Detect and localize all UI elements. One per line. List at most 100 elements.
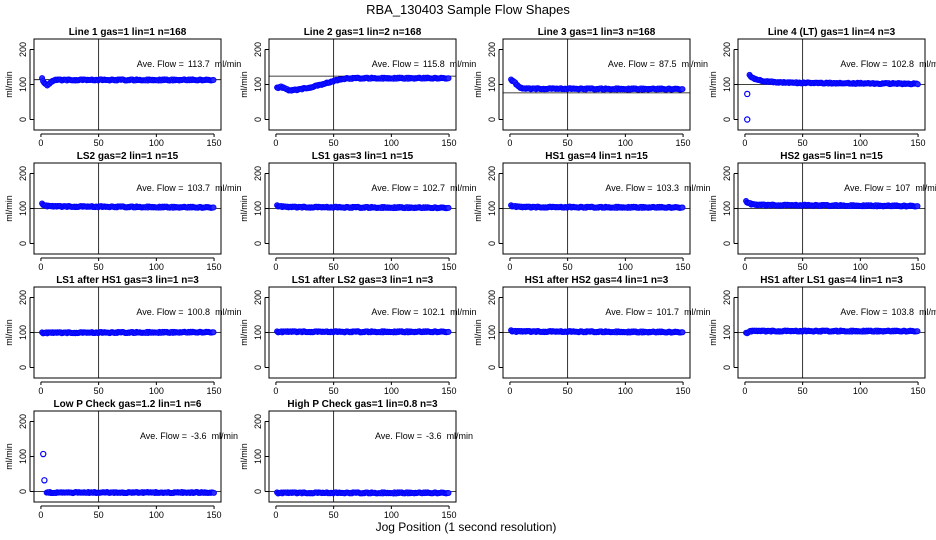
y-tick-label: 100: [487, 77, 497, 92]
data-point: [445, 204, 452, 211]
y-axis-label: ml/min: [4, 319, 14, 346]
x-tick-label: 0: [273, 262, 278, 272]
x-tick-label: 100: [618, 138, 633, 148]
panel-11: HS1 after HS2 gas=4 lin=1 n=3 0 100 200 0 50 1…: [473, 275, 711, 396]
panel-title: Line 3 gas=1 lin=3 n=168: [538, 27, 656, 38]
y-axis-label: ml/min: [239, 71, 249, 98]
y-tick-label: 100: [487, 201, 497, 216]
x-tick-label: 0: [38, 510, 43, 520]
data-point: [210, 204, 217, 211]
x-tick-label: 50: [563, 386, 573, 396]
y-axis-label: ml/min: [4, 71, 14, 98]
panel-2: Line 2 gas=1 lin=2 n=168 0 100 200 0 50 100 150…: [239, 27, 476, 148]
panel-14: High P Check gas=1 lin=0.8 n=3 0 100 200 0 50…: [239, 399, 473, 520]
x-tick-label: 50: [94, 510, 104, 520]
y-tick-label: 0: [18, 241, 28, 246]
x-tick-label: 150: [676, 138, 691, 148]
ave-flow-unit: ml/min: [919, 307, 936, 317]
x-tick-label: 150: [676, 386, 691, 396]
y-tick-label: 0: [253, 241, 263, 246]
ave-flow-prefix: Ave. Flow =: [605, 307, 652, 317]
x-tick-label: 0: [507, 262, 512, 272]
ave-flow-annotation: Ave. Flow = 103.7 ml/min: [136, 183, 241, 193]
panel-title: LS1 gas=3 lin=1 n=15: [312, 151, 414, 162]
y-tick-label: 0: [487, 365, 497, 370]
panel-title: HS2 gas=5 lin=1 n=15: [780, 151, 883, 162]
y-axis-label: ml/min: [239, 195, 249, 222]
y-tick-label: 0: [722, 241, 732, 246]
x-tick-label: 150: [207, 386, 222, 396]
y-tick-label: 0: [487, 241, 497, 246]
panel-10: LS1 after LS2 gas=3 lin=1 n=3 0 100 200 0 50 1…: [239, 275, 477, 396]
panel-5: LS2 gas=2 lin=1 n=15 0 100 200 0 50 100 150 ml/m…: [4, 151, 242, 272]
panel-4: Line 4 (LT) gas=1 lin=4 n=3 0 100 200 0 50 100…: [708, 27, 936, 148]
data-points: [274, 202, 452, 212]
ave-flow-prefix: Ave. Flow =: [375, 431, 422, 441]
y-axis-label: ml/min: [239, 443, 249, 470]
y-tick-label: 100: [18, 449, 28, 464]
panel-13: Low P Check gas=1.2 lin=1 n=6 0 100 200 0 50 1…: [4, 399, 238, 520]
x-tick-label: 150: [911, 138, 926, 148]
data-point: [914, 203, 921, 210]
ave-flow-value: 102.7: [423, 183, 446, 193]
y-tick-label: 100: [487, 325, 497, 340]
panel-title: HS1 after LS1 gas=4 lin=1 n=3: [760, 275, 903, 286]
y-axis-label: ml/min: [473, 195, 483, 222]
ave-flow-unit: ml/min: [450, 307, 477, 317]
ave-flow-unit: ml/min: [684, 183, 711, 193]
ave-flow-unit: ml/min: [915, 183, 936, 193]
y-tick-label: 100: [253, 449, 263, 464]
panel-12: HS1 after LS1 gas=4 lin=1 n=3 0 100 200 0 50 1…: [708, 275, 936, 396]
y-tick-label: 0: [18, 365, 28, 370]
y-tick-label: 200: [18, 290, 28, 305]
y-tick-label: 200: [18, 414, 28, 429]
ave-flow-annotation: Ave. Flow = 87.5 ml/min: [608, 59, 708, 69]
ave-flow-unit: ml/min: [684, 307, 711, 317]
y-axis-label: ml/min: [473, 71, 483, 98]
data-point: [445, 328, 452, 335]
ave-flow-value: -3.6: [426, 431, 442, 441]
x-tick-label: 150: [442, 262, 457, 272]
data-points: [274, 74, 452, 94]
y-tick-label: 200: [253, 166, 263, 181]
panel-8: HS2 gas=5 lin=1 n=15 0 100 200 0 50 100 150 ml/m…: [708, 151, 936, 272]
y-tick-label: 100: [722, 325, 732, 340]
x-tick-label: 150: [911, 262, 926, 272]
panel-title: HS1 after HS2 gas=4 lin=1 n=3: [525, 275, 669, 286]
x-tick-label: 150: [442, 510, 457, 520]
data-point: [210, 329, 217, 336]
x-tick-label: 0: [38, 262, 43, 272]
y-tick-label: 200: [487, 290, 497, 305]
data-points: [39, 328, 217, 337]
ave-flow-unit: ml/min: [215, 59, 242, 69]
x-tick-label: 100: [384, 510, 399, 520]
panel-6: LS1 gas=3 lin=1 n=15 0 100 200 0 50 100 150 ml/m…: [239, 151, 477, 272]
data-point: [679, 329, 686, 336]
ave-flow-value: 101.7: [657, 307, 680, 317]
ave-flow-annotation: Ave. Flow = 101.7 ml/min: [605, 307, 710, 317]
panel-title: LS1 after HS1 gas=3 lin=1 n=3: [56, 275, 199, 286]
data-points: [743, 327, 921, 337]
plot-frame: [33, 410, 222, 503]
y-tick-label: 100: [722, 77, 732, 92]
data-point: [914, 328, 921, 335]
x-tick-label: 0: [273, 138, 278, 148]
y-tick-label: 100: [253, 325, 263, 340]
data-points: [40, 450, 217, 497]
y-tick-label: 200: [487, 166, 497, 181]
data-points: [39, 75, 217, 89]
data-point: [914, 81, 921, 88]
x-tick-label: 150: [207, 510, 222, 520]
y-axis-label: ml/min: [4, 195, 14, 222]
panels: Line 1 gas=1 lin=1 n=168 0 100 200 0 50 100 150…: [4, 27, 936, 520]
plot-frame: [502, 38, 691, 131]
data-points: [508, 76, 686, 93]
ave-flow-annotation: Ave. Flow = 107 ml/min: [844, 183, 936, 193]
x-tick-label: 0: [742, 386, 747, 396]
ave-flow-unit: ml/min: [450, 59, 477, 69]
y-tick-label: 100: [253, 201, 263, 216]
plot-frame: [268, 38, 457, 131]
x-tick-label: 0: [273, 386, 278, 396]
ave-flow-value: 115.8: [423, 59, 445, 69]
x-tick-label: 150: [911, 386, 926, 396]
